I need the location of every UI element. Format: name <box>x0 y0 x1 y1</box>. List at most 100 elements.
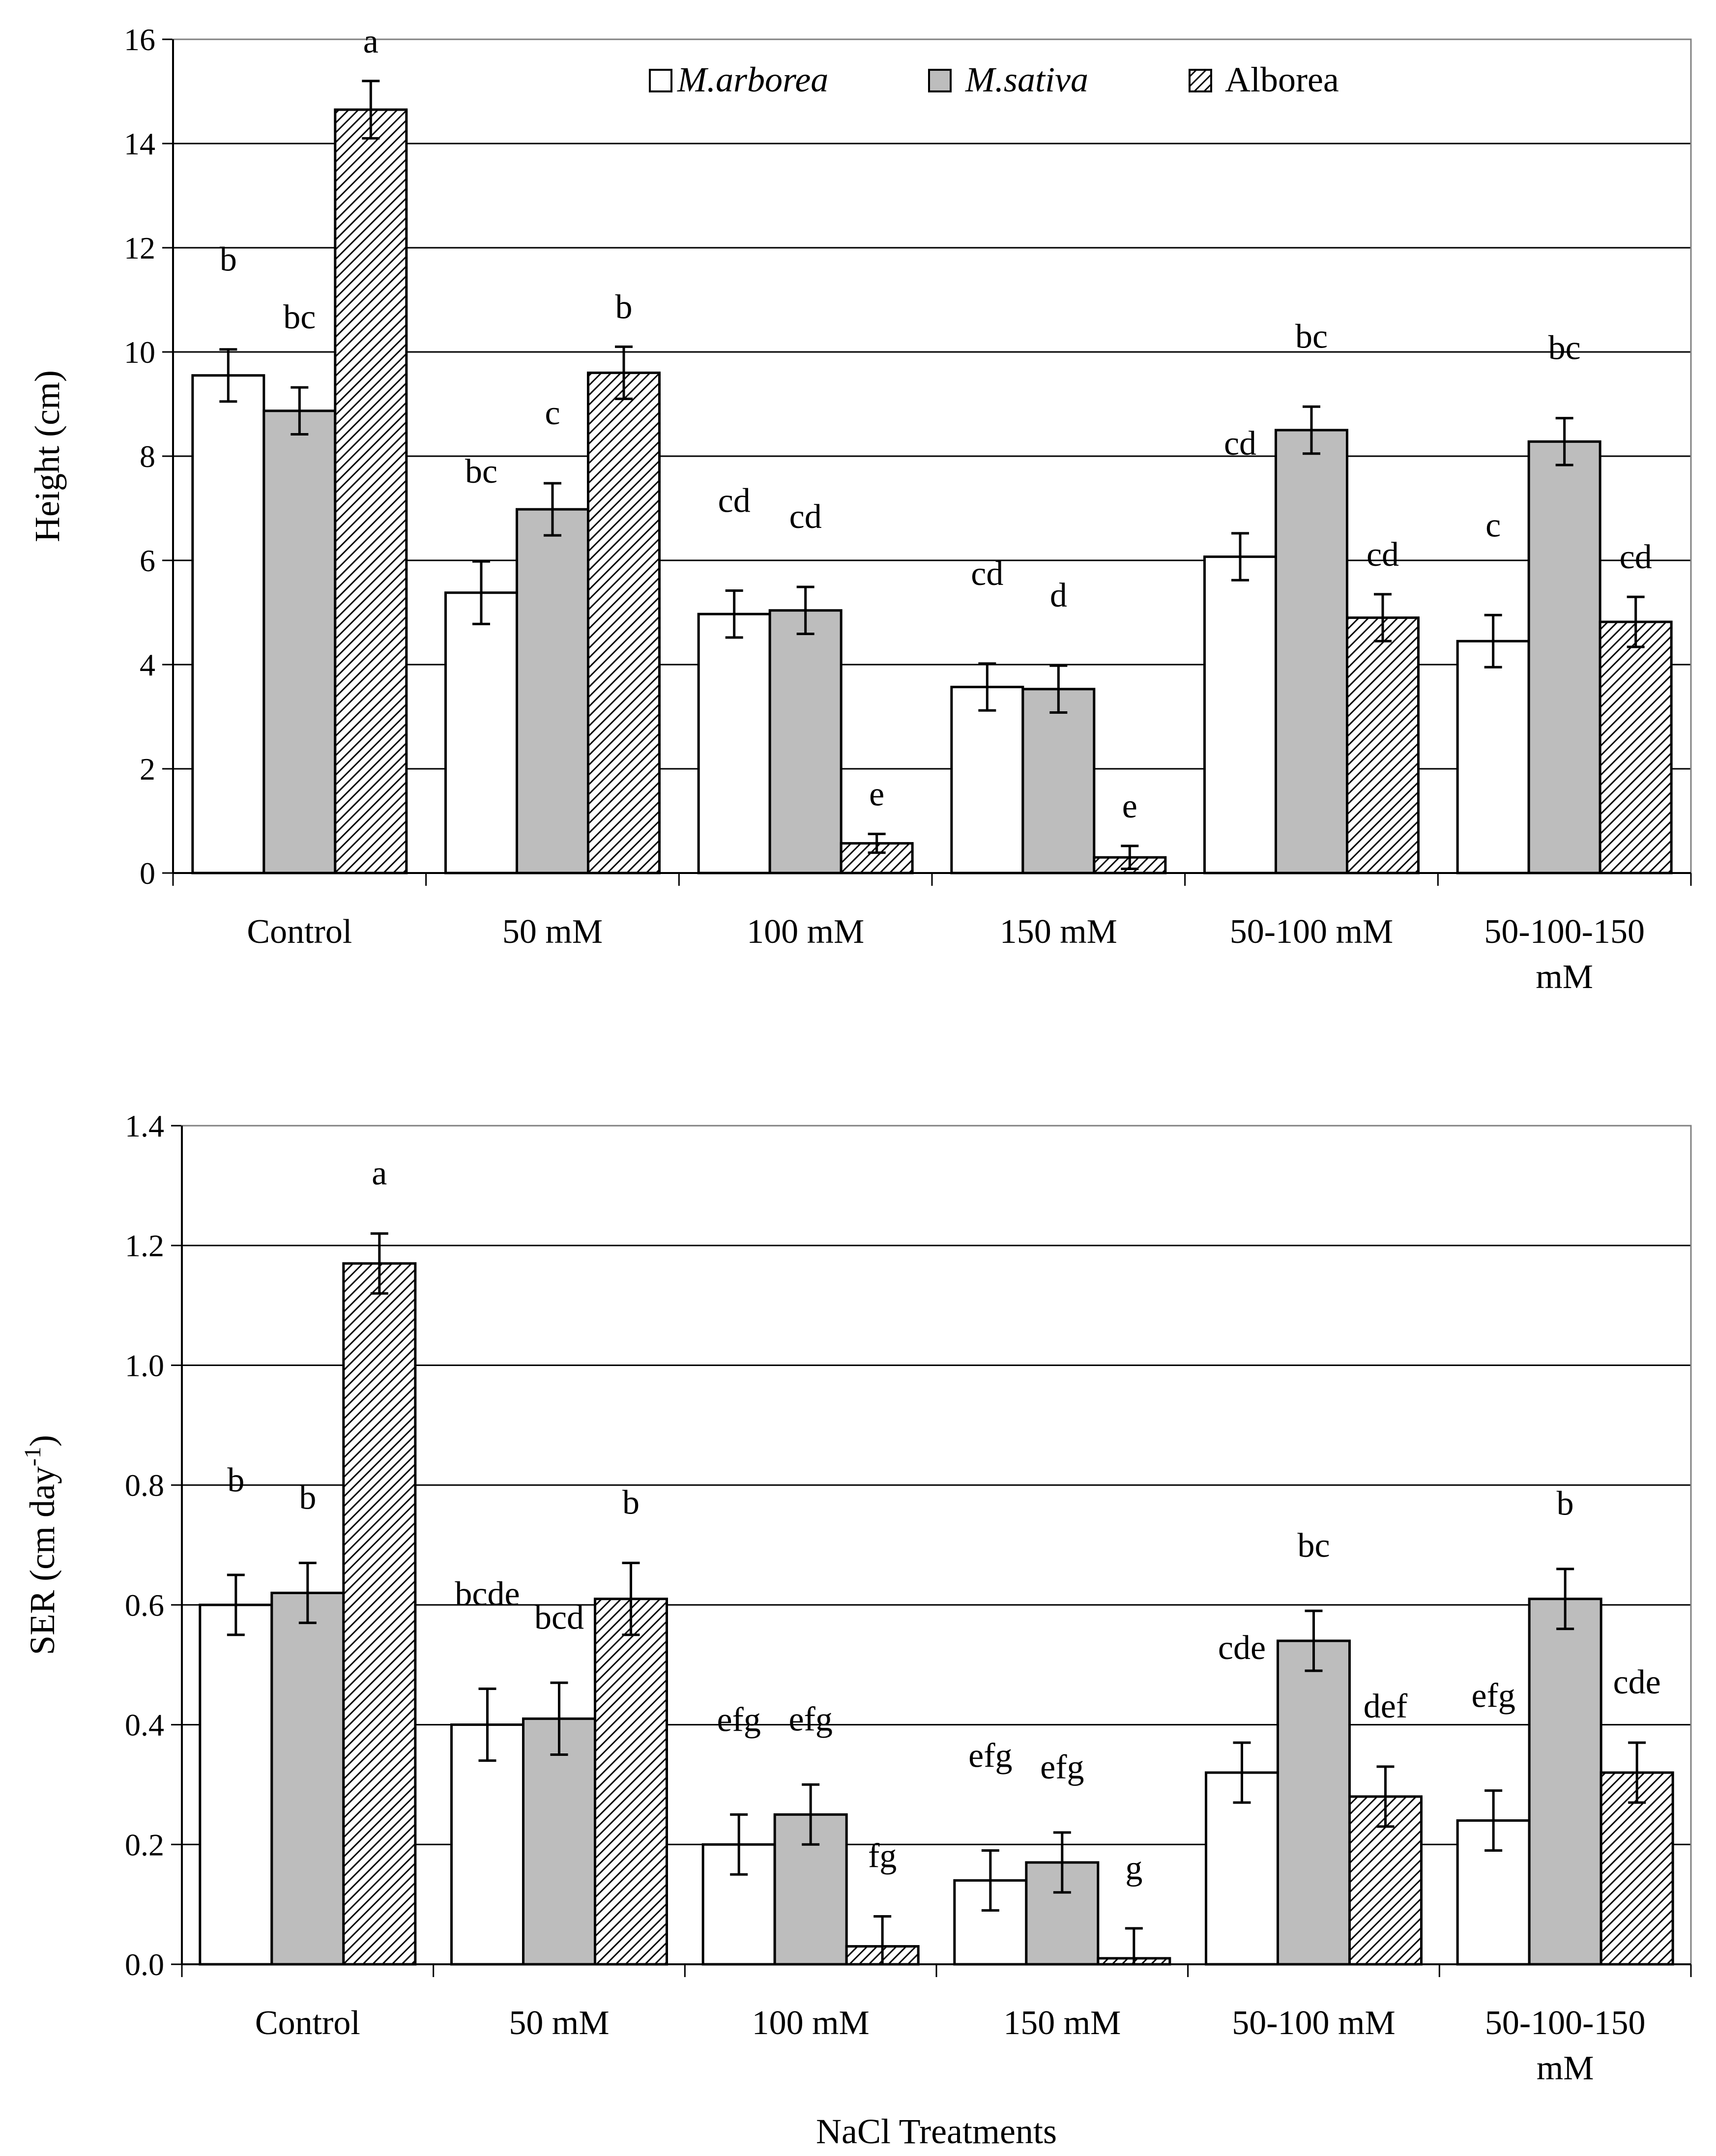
x-tick-label: 50-100 mM <box>1230 913 1394 951</box>
x-tick-label: mM <box>1537 2049 1594 2087</box>
x-tick-label: 50 mM <box>509 2004 609 2042</box>
bar <box>950 686 1024 874</box>
significance-letter: c <box>1485 506 1501 544</box>
significance-letter: cd <box>789 498 822 536</box>
significance-letter: cd <box>1367 536 1399 574</box>
significance-letter: b <box>227 1461 244 1499</box>
y-tick-label: 1.4 <box>125 1108 164 1143</box>
significance-letter: bcd <box>534 1599 584 1636</box>
y-tick-label: 0 <box>140 856 155 891</box>
significance-letter: b <box>615 288 633 326</box>
significance-letter: efg <box>968 1737 1012 1775</box>
legend-label: Alborea <box>1225 60 1339 99</box>
bar <box>587 371 661 874</box>
significance-letter: cd <box>1224 425 1256 463</box>
y-axis-label: Height (cm) <box>28 370 67 542</box>
significance-letter: d <box>1050 577 1067 614</box>
x-tick-label: 50-100-150 <box>1484 913 1645 951</box>
y-tick-label: 0.0 <box>125 1947 164 1982</box>
bar <box>594 1598 668 1966</box>
bar <box>1528 1598 1602 1966</box>
significance-letter: cde <box>1613 1663 1661 1701</box>
legend-swatch <box>649 69 672 92</box>
x-tick-label: 50 mM <box>502 913 603 951</box>
significance-letter: def <box>1364 1688 1408 1725</box>
significance-letter: c <box>545 394 560 432</box>
bar <box>1203 555 1277 874</box>
significance-letter: efg <box>1471 1677 1515 1715</box>
significance-letter: efg <box>717 1701 760 1739</box>
legend-swatch <box>1189 69 1212 92</box>
y-tick-label: 14 <box>124 126 155 161</box>
bar <box>444 591 518 874</box>
legend-swatch <box>928 69 952 92</box>
significance-letter: bc <box>283 298 316 336</box>
legend: M.arborea M.sativa Alborea <box>649 60 1339 99</box>
significance-letter: cd <box>718 482 751 520</box>
height-chart: 0 2 4 6 8 10 12 14 16 Control 50 mM 100 mM 150 mM 50-… <box>28 22 1692 996</box>
x-tick-label: 50-100 mM <box>1232 2004 1396 2042</box>
bar <box>1346 616 1420 874</box>
bar <box>450 1723 524 1966</box>
bar <box>1527 440 1601 874</box>
legend-label: M.sativa <box>965 60 1088 99</box>
y-tick-label: 4 <box>140 647 155 682</box>
significance-letter: bcde <box>455 1575 520 1613</box>
significance-letter: b <box>622 1484 640 1522</box>
bar <box>1600 1771 1674 1966</box>
x-tick-label: 100 mM <box>747 913 864 951</box>
x-tick-label: 50-100-150 <box>1485 2004 1646 2042</box>
bar <box>1456 640 1530 874</box>
significance-letter: bc <box>1297 1527 1330 1565</box>
y-tick-label: 0.8 <box>125 1468 164 1503</box>
x-tick-label: 100 mM <box>752 2004 870 2042</box>
bar <box>199 1603 273 1966</box>
x-tick-label: Control <box>255 2004 360 2042</box>
legend-label: M.arborea <box>677 60 828 99</box>
significance-letter: e <box>869 776 884 814</box>
bar <box>516 508 589 874</box>
significance-letter: cd <box>1620 538 1652 576</box>
bar <box>191 374 265 874</box>
ser-chart: 0.0 0.2 0.4 0.6 0.8 1.0 1.2 1.4 Control 50 mM 100 … <box>20 1108 1692 2151</box>
bar <box>1599 620 1673 874</box>
bar <box>342 1262 417 1966</box>
y-tick-label: 0.6 <box>125 1588 164 1623</box>
significance-letter: a <box>363 23 378 60</box>
significance-letter: a <box>372 1154 387 1192</box>
x-axis-label: NaCl Treatments <box>816 2112 1057 2151</box>
y-tick-label: 10 <box>124 335 155 370</box>
y-tick-label: 0.4 <box>125 1708 164 1743</box>
significance-letter: bc <box>1295 318 1328 355</box>
significance-letter: fg <box>868 1837 897 1875</box>
y-tick-label: 12 <box>124 231 155 265</box>
significance-letter: e <box>1122 787 1137 825</box>
y-axis-label-close: ) <box>23 1435 62 1447</box>
bar <box>840 842 914 874</box>
significance-letter: bc <box>465 453 497 491</box>
x-tick-label: 150 mM <box>1003 2004 1121 2042</box>
bar <box>1021 688 1096 874</box>
bar <box>1275 429 1348 874</box>
y-axis-label-main: SER (cm day <box>23 1466 62 1655</box>
bar <box>1205 1771 1279 1966</box>
significance-letter: b <box>1557 1485 1574 1523</box>
bar <box>768 609 843 874</box>
y-tick-label: 8 <box>140 439 155 474</box>
bar <box>1277 1639 1351 1966</box>
y-axis-label: SER (cm day-1) <box>20 1435 62 1655</box>
y-tick-label: 6 <box>140 543 155 578</box>
x-tick-label: 150 mM <box>1000 913 1117 951</box>
significance-letter: b <box>299 1479 316 1517</box>
significance-letter: efg <box>788 1700 832 1738</box>
significance-letter: bc <box>1548 329 1581 367</box>
significance-letter: efg <box>1040 1748 1084 1786</box>
bar <box>262 409 337 874</box>
bar <box>334 108 408 874</box>
y-tick-label: 0.2 <box>125 1827 164 1862</box>
x-tick-label: Control <box>247 913 352 951</box>
y-tick-label: 1.0 <box>125 1348 164 1383</box>
y-tick-label: 2 <box>140 752 155 787</box>
y-tick-label: 1.2 <box>125 1228 164 1263</box>
